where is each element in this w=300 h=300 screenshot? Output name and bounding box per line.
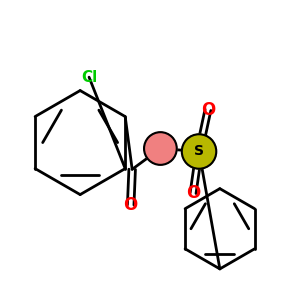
Text: Cl: Cl (81, 70, 97, 85)
Text: O: O (201, 101, 215, 119)
Circle shape (182, 134, 216, 169)
Text: O: O (186, 184, 200, 202)
Circle shape (144, 132, 177, 165)
Text: O: O (124, 196, 138, 214)
Text: S: S (194, 145, 204, 158)
